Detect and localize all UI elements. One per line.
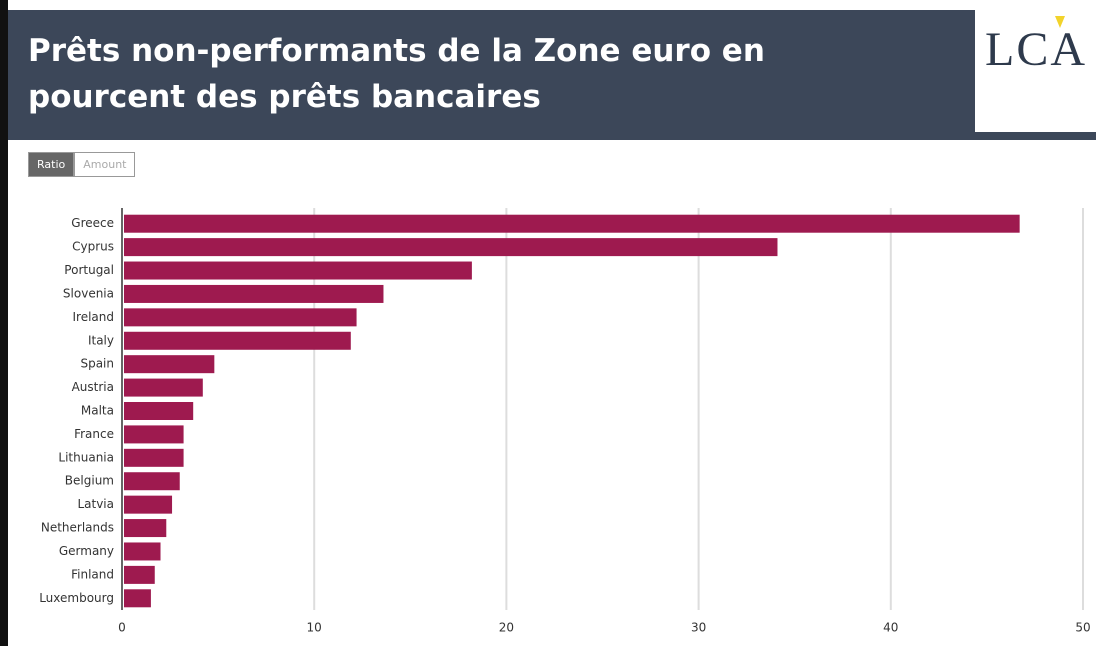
bar — [124, 448, 184, 467]
x-tick-label: 10 — [307, 621, 322, 635]
bar — [124, 519, 167, 538]
bar — [124, 472, 180, 491]
bar — [124, 331, 351, 350]
y-tick-label: France — [74, 427, 114, 441]
toggle: Ratio Amount — [28, 152, 136, 177]
y-tick-label: Malta — [81, 404, 114, 418]
y-tick-label: Finland — [71, 567, 114, 581]
toggle-button[interactable]: Amount — [74, 152, 136, 177]
bar — [124, 542, 161, 561]
y-tick-label: Austria — [72, 380, 114, 394]
logo-mark — [1055, 16, 1065, 28]
y-tick-label: Latvia — [77, 497, 114, 511]
y-tick-label: Greece — [71, 216, 114, 230]
bar — [124, 589, 151, 608]
bar — [124, 495, 173, 514]
y-tick-label: Portugal — [64, 263, 114, 277]
y-tick-label: Luxembourg — [39, 591, 114, 605]
bar — [124, 425, 184, 444]
y-tick-label: Ireland — [72, 310, 114, 324]
x-tick-label: 50 — [1075, 621, 1090, 635]
bar — [124, 238, 778, 257]
bar — [124, 355, 215, 374]
y-tick-label: Belgium — [65, 474, 114, 488]
x-tick-label: 30 — [691, 621, 706, 635]
header: Prêts non-performants de la Zone euro en… — [8, 10, 1096, 140]
y-tick-label: Italy — [88, 333, 114, 347]
y-tick-label: Cyprus — [72, 240, 114, 254]
bar — [124, 284, 384, 303]
y-tick-label: Germany — [59, 544, 114, 558]
bar — [124, 261, 472, 280]
x-tick-label: 20 — [499, 621, 514, 635]
y-tick-label: Netherlands — [41, 521, 114, 535]
bar — [124, 308, 357, 327]
y-tick-label: Spain — [80, 357, 114, 371]
logo: LCA — [975, 10, 1096, 132]
bar — [124, 565, 155, 584]
title: Prêts non-performants de la Zone euro en… — [28, 33, 765, 115]
bar — [124, 378, 203, 397]
bar — [124, 402, 194, 420]
toggle-button[interactable]: Ratio — [28, 152, 75, 177]
bar — [124, 214, 1020, 233]
y-tick-label: Lithuania — [58, 450, 114, 464]
logo-text: LCA — [985, 23, 1087, 76]
x-tick-label: 40 — [883, 621, 898, 635]
x-tick-label: 0 — [118, 621, 126, 635]
y-tick-label: Slovenia — [63, 286, 114, 300]
